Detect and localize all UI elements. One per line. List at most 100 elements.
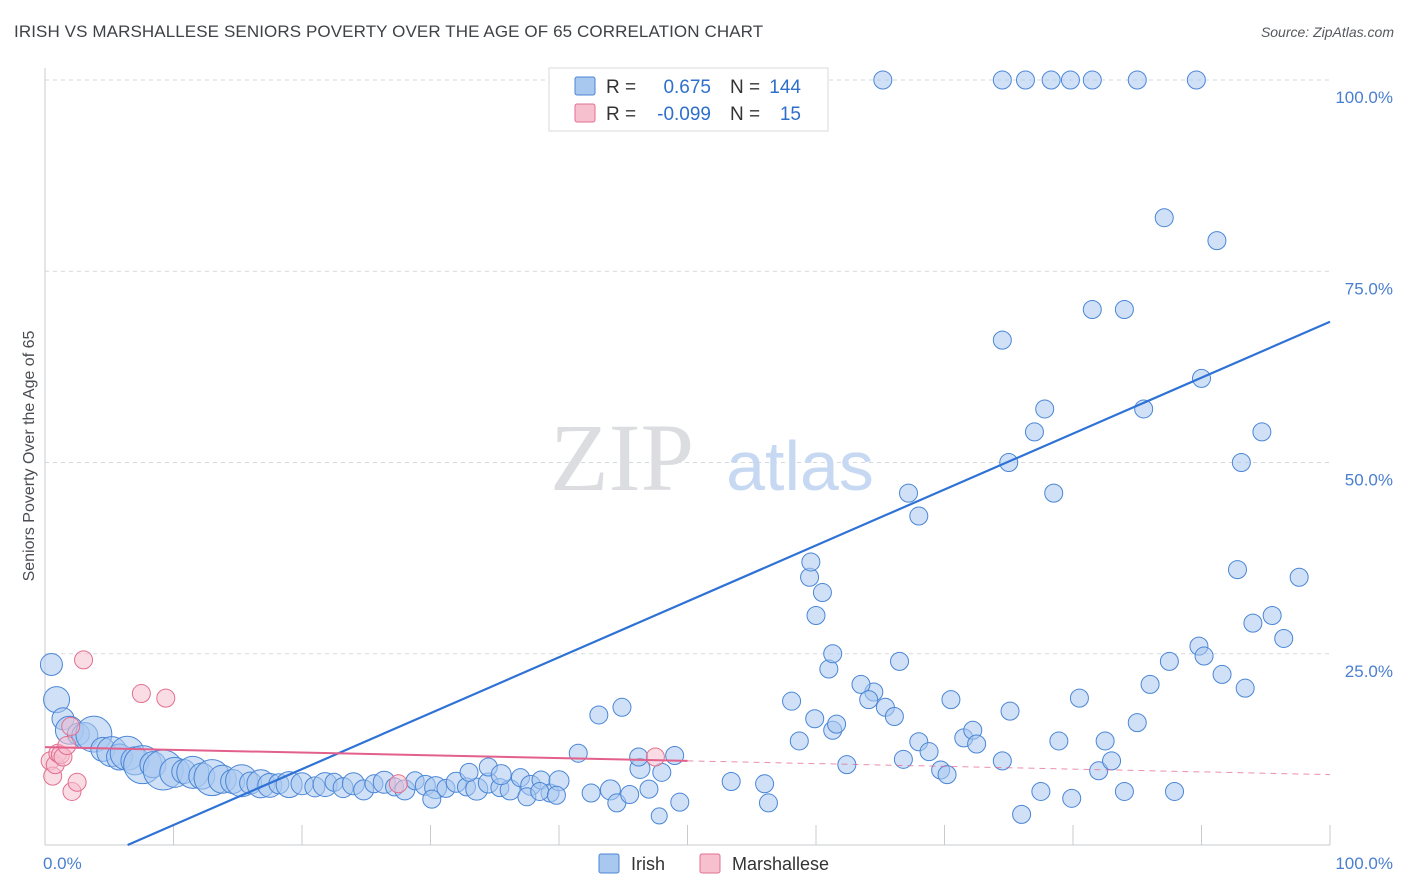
irish-point — [941, 690, 961, 710]
irish-point — [1035, 399, 1055, 419]
marshallese-point — [57, 736, 77, 756]
irish-point — [629, 747, 649, 767]
irish-point — [1062, 788, 1082, 808]
marshallese-trend-line — [44, 746, 688, 762]
irish-point — [1140, 674, 1160, 694]
irish-point — [422, 789, 442, 809]
irish-point — [1227, 560, 1247, 580]
irish-r-label: R = — [606, 77, 636, 98]
stats-legend: R = 0.675 N = 144 R = -0.099 N = 15 — [548, 67, 829, 132]
irish-point — [827, 714, 847, 734]
irish-point — [758, 793, 778, 813]
marshallese-point — [74, 650, 94, 670]
axes — [44, 68, 1331, 846]
irish-point — [459, 762, 479, 782]
irish-point — [823, 644, 843, 664]
y-tick-label: 75.0% — [1345, 279, 1393, 298]
irish-point — [1102, 751, 1122, 771]
irish-point — [1082, 70, 1102, 90]
y-axis-title: Seniors Poverty Over the Age of 65 — [21, 331, 38, 582]
irish-point — [801, 552, 821, 572]
irish-point — [812, 583, 832, 603]
x-tick-label-max: 100.0% — [1335, 854, 1393, 873]
irish-point — [992, 330, 1012, 350]
series-legend: Irish Marshallese — [598, 853, 829, 874]
irish-trend-line — [127, 320, 1331, 847]
irish-point — [899, 483, 919, 503]
irish-point — [859, 690, 879, 710]
marshallese-legend-swatch — [574, 103, 596, 123]
irish-point — [1127, 70, 1147, 90]
source-label: Source: ZipAtlas.com — [1260, 24, 1394, 40]
irish-point — [992, 70, 1012, 90]
irish-point — [919, 742, 939, 762]
irish-point — [873, 70, 893, 90]
irish-point — [992, 751, 1012, 771]
irish-point — [589, 705, 609, 725]
watermark-atlas: atlas — [726, 427, 874, 505]
y-tick-label: 100.0% — [1335, 88, 1393, 107]
irish-point — [1015, 70, 1035, 90]
y-tick-label: 25.0% — [1345, 662, 1393, 681]
marshallese-point — [156, 688, 176, 708]
irish-point — [670, 792, 690, 812]
irish-point — [1127, 713, 1147, 733]
irish-point — [530, 781, 550, 801]
irish-point — [1024, 422, 1044, 442]
y-tick-label: 50.0% — [1345, 471, 1393, 490]
irish-point — [639, 779, 659, 799]
irish-n-label: N = — [730, 77, 760, 98]
irish-point — [884, 706, 904, 726]
marshallese-trend-projection — [687, 760, 1331, 776]
irish-point — [581, 783, 601, 803]
irish-point — [1114, 300, 1134, 319]
irish-point — [1235, 678, 1255, 698]
irish-point — [1089, 761, 1109, 781]
irish-point — [1194, 646, 1214, 666]
irish-point — [39, 652, 63, 676]
irish-point — [1243, 613, 1263, 633]
irish-point — [721, 772, 741, 792]
irish-point — [620, 785, 640, 805]
legend-marshallese-label: Marshallese — [732, 854, 829, 874]
marshallese-point — [388, 774, 408, 794]
irish-point — [546, 785, 566, 805]
irish-point — [1082, 300, 1102, 319]
irish-point — [1114, 781, 1134, 801]
irish-point — [1031, 781, 1051, 801]
legend-irish-swatch — [598, 853, 620, 874]
irish-point — [1274, 628, 1294, 648]
irish-point — [1069, 688, 1089, 708]
irish-series — [39, 70, 1309, 825]
irish-point — [1212, 664, 1232, 684]
irish-point — [1207, 231, 1227, 251]
irish-n-value: 144 — [769, 77, 801, 98]
irish-point — [967, 734, 987, 754]
marshallese-r-value: -0.099 — [657, 104, 711, 125]
watermark-zip: ZIP — [550, 404, 694, 511]
chart-title: IRISH VS MARSHALLESE SENIORS POVERTY OVE… — [14, 22, 764, 41]
irish-point — [1231, 453, 1251, 472]
irish-point — [909, 506, 929, 526]
irish-point — [1060, 70, 1080, 90]
marshallese-point — [61, 716, 81, 736]
irish-point — [782, 691, 802, 711]
irish-point — [1095, 731, 1115, 751]
marshallese-series — [40, 650, 665, 801]
irish-point — [1012, 804, 1032, 824]
stats-legend-box — [548, 67, 829, 132]
irish-point — [937, 765, 957, 785]
watermark: ZIP atlas — [550, 404, 874, 511]
irish-point — [1049, 731, 1069, 751]
irish-point — [665, 745, 685, 765]
irish-point — [893, 749, 913, 769]
marshallese-point — [67, 772, 87, 792]
irish-point — [755, 774, 775, 794]
marshallese-point — [131, 684, 151, 704]
irish-point — [1252, 422, 1272, 442]
irish-point — [805, 709, 825, 729]
irish-point — [1044, 483, 1064, 503]
legend-irish-label: Irish — [631, 854, 665, 874]
tick-labels: 25.0% 50.0% 75.0% 100.0% 0.0% 100.0% — [43, 88, 1393, 873]
irish-point — [789, 731, 809, 751]
